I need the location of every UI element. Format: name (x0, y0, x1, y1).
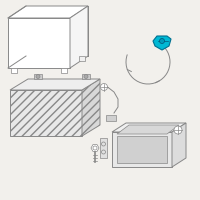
Polygon shape (8, 6, 88, 18)
Polygon shape (11, 68, 17, 73)
Polygon shape (79, 56, 85, 61)
Polygon shape (153, 36, 171, 50)
Polygon shape (82, 79, 100, 136)
Circle shape (84, 74, 88, 78)
Circle shape (160, 38, 164, 44)
Polygon shape (172, 123, 186, 167)
Polygon shape (117, 136, 167, 163)
Polygon shape (106, 115, 116, 121)
Polygon shape (112, 123, 186, 132)
Polygon shape (112, 132, 172, 167)
Circle shape (36, 74, 40, 78)
Polygon shape (117, 125, 179, 134)
Circle shape (101, 84, 108, 90)
Circle shape (174, 126, 182, 134)
Polygon shape (61, 68, 67, 73)
Polygon shape (34, 74, 42, 79)
Polygon shape (10, 90, 82, 136)
Polygon shape (10, 79, 100, 90)
Polygon shape (70, 6, 88, 68)
Polygon shape (91, 145, 99, 151)
Circle shape (93, 146, 97, 150)
Polygon shape (100, 138, 107, 158)
Polygon shape (8, 18, 70, 68)
Polygon shape (82, 74, 90, 79)
